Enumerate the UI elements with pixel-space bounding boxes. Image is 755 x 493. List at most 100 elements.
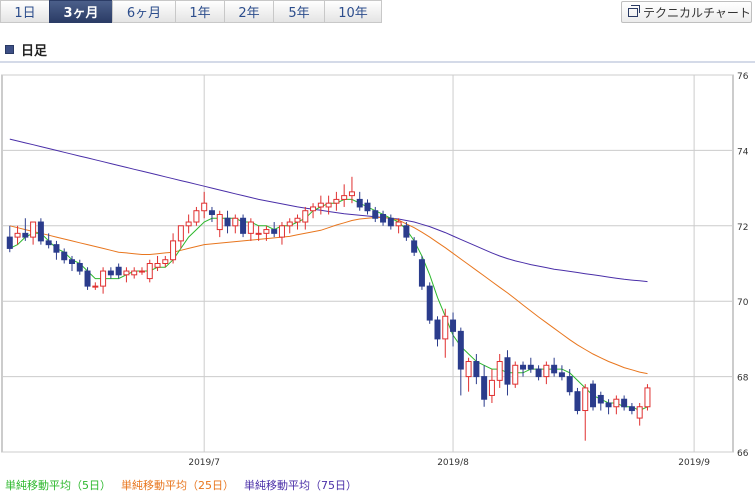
candle-body bbox=[37, 221, 44, 242]
candle-body bbox=[504, 357, 511, 385]
candle-body bbox=[605, 402, 612, 408]
candle-body bbox=[442, 315, 449, 340]
candle-body bbox=[255, 232, 262, 235]
candle-body bbox=[566, 376, 573, 393]
candle-body bbox=[481, 376, 488, 400]
y-tick-label: 72 bbox=[737, 223, 748, 233]
candle-body bbox=[551, 364, 558, 374]
technical-chart-label: テクニカルチャート bbox=[643, 5, 751, 20]
candle-body bbox=[177, 225, 184, 242]
candle-body bbox=[356, 198, 363, 208]
section-title: 日足 bbox=[5, 40, 47, 59]
candle-body bbox=[613, 398, 620, 408]
candle-body bbox=[450, 319, 457, 332]
candle-body bbox=[348, 191, 355, 197]
tab-period-4[interactable]: 2年 bbox=[224, 0, 274, 23]
tab-period-5[interactable]: 5年 bbox=[273, 0, 325, 23]
square-bullet-icon bbox=[5, 45, 14, 54]
candle-body bbox=[488, 379, 495, 396]
candle-body bbox=[84, 270, 91, 287]
candle-body bbox=[520, 364, 527, 370]
candle-body bbox=[271, 229, 278, 234]
candle-body bbox=[208, 210, 215, 215]
candle-body bbox=[473, 361, 480, 378]
candle-body bbox=[621, 398, 628, 408]
x-tick-label: 2019/7 bbox=[188, 458, 220, 468]
candle-body bbox=[216, 213, 223, 231]
technical-chart-button[interactable]: テクニカルチャート bbox=[621, 1, 752, 23]
candle-body bbox=[310, 206, 317, 212]
candle-body bbox=[380, 213, 387, 223]
candle-body bbox=[317, 202, 324, 208]
candle-body bbox=[512, 364, 519, 385]
candle-body bbox=[123, 270, 130, 276]
candle-body bbox=[107, 270, 114, 276]
period-tabs: 1日 3ヶ月 6ヶ月 1年 2年 5年 10年 bbox=[0, 0, 382, 25]
candle-body bbox=[92, 285, 99, 288]
candle-body bbox=[395, 221, 402, 227]
candle-body bbox=[100, 270, 107, 287]
candle-body bbox=[387, 217, 394, 227]
candle-body bbox=[68, 259, 75, 265]
candle-body bbox=[6, 236, 13, 249]
candle-body bbox=[535, 368, 542, 378]
candle-body bbox=[146, 263, 153, 280]
candle-body bbox=[364, 202, 371, 212]
legend-ma25: 単純移動平均（25日） bbox=[121, 479, 234, 492]
candle-body bbox=[597, 394, 604, 404]
candle-body bbox=[341, 195, 348, 200]
candle-body bbox=[131, 270, 138, 276]
legend-ma5: 単純移動平均（5日） bbox=[5, 479, 111, 492]
candle-body bbox=[45, 240, 52, 246]
section-title-text: 日足 bbox=[21, 44, 48, 59]
tab-period-2[interactable]: 6ヶ月 bbox=[112, 0, 176, 23]
candle-body bbox=[628, 406, 635, 412]
candle-body bbox=[582, 387, 589, 412]
candle-body bbox=[294, 217, 301, 223]
candle-body bbox=[170, 240, 177, 261]
candle-body bbox=[185, 221, 192, 227]
candle-body bbox=[434, 319, 441, 340]
candle-body bbox=[138, 270, 145, 273]
window-icon bbox=[628, 4, 640, 17]
candle-body bbox=[302, 210, 309, 223]
candle-body bbox=[22, 232, 29, 238]
candle-body bbox=[76, 263, 83, 272]
candle-body bbox=[411, 240, 418, 253]
candle-body bbox=[457, 330, 464, 370]
y-tick-label: 76 bbox=[737, 72, 749, 82]
tab-period-1[interactable]: 3ヶ月 bbox=[49, 0, 113, 23]
ma25-line bbox=[9, 217, 648, 375]
candle-body bbox=[154, 263, 161, 268]
y-tick-label: 68 bbox=[737, 374, 749, 384]
tab-period-6[interactable]: 10年 bbox=[324, 0, 382, 23]
candle-body bbox=[286, 221, 293, 227]
candle-body bbox=[193, 210, 200, 223]
plot-frame bbox=[1, 74, 734, 453]
legend-ma75: 単純移動平均（75日） bbox=[244, 479, 357, 492]
candle-body bbox=[232, 217, 239, 227]
candle-body bbox=[278, 225, 285, 238]
candle-body bbox=[574, 391, 581, 412]
candle-body bbox=[247, 221, 254, 234]
y-tick-label: 74 bbox=[737, 147, 749, 157]
candle-body bbox=[418, 259, 425, 287]
candle-body bbox=[644, 387, 651, 408]
candle-body bbox=[558, 372, 565, 378]
candle-body bbox=[426, 285, 433, 321]
candle-body bbox=[636, 406, 643, 419]
y-tick-label: 70 bbox=[737, 298, 749, 308]
candle-body bbox=[496, 361, 503, 381]
y-tick-label: 66 bbox=[737, 449, 749, 459]
x-tick-label: 2019/9 bbox=[678, 458, 710, 468]
x-tick-label: 2019/8 bbox=[437, 458, 469, 468]
candle-body bbox=[115, 266, 122, 276]
candle-body bbox=[543, 364, 550, 378]
candle-body bbox=[590, 383, 597, 408]
candle-body bbox=[240, 217, 247, 234]
legend: 単純移動平均（5日） 単純移動平均（25日） 単純移動平均（75日） bbox=[5, 477, 367, 493]
candle-body bbox=[403, 225, 410, 238]
candle-body bbox=[61, 251, 68, 261]
candle-body bbox=[372, 210, 379, 219]
